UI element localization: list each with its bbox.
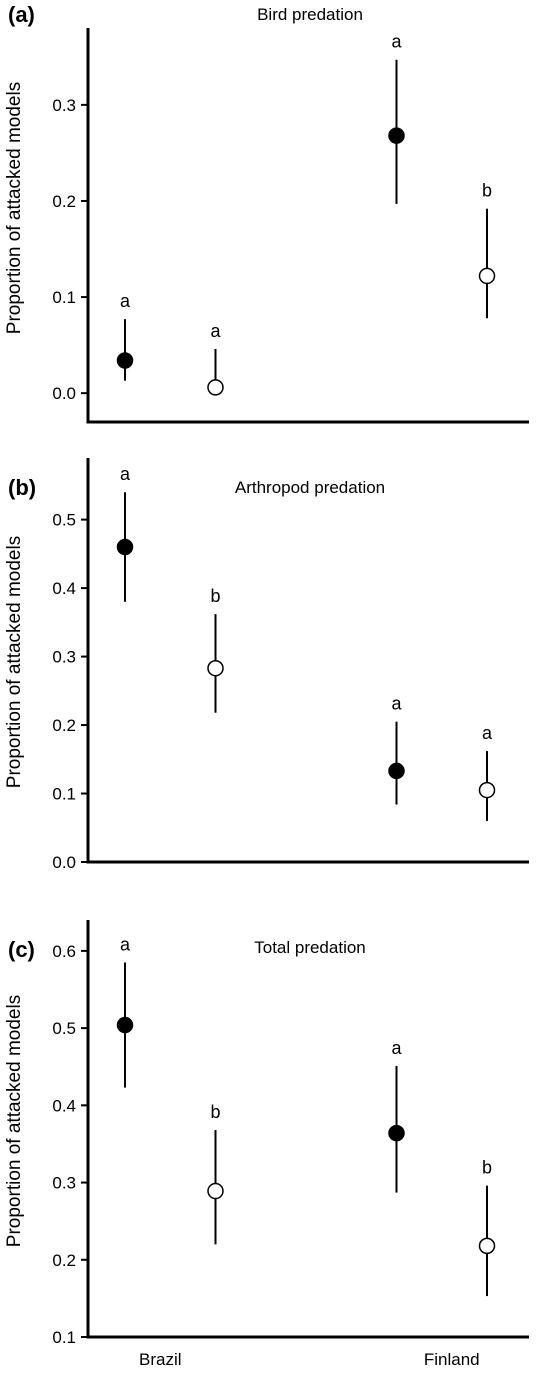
y-tick-label: 0.1 [52,785,76,804]
significance-label: b [210,586,220,606]
data-point-filled [388,762,405,780]
significance-label: a [120,934,131,954]
data-point-filled [388,1124,405,1142]
significance-label: a [120,291,131,311]
y-tick-label: 0.5 [52,511,76,530]
y-tick-label: 0.5 [52,1019,76,1038]
data-point-filled [116,352,134,369]
data-point-filled [388,127,405,144]
panel-title: Arthropod predation [235,478,385,497]
y-tick-label: 0.2 [52,192,76,211]
significance-label: a [210,321,221,341]
panel-title: Bird predation [257,5,363,24]
y-tick-label: 0.1 [52,288,76,307]
y-tick-label: 0.4 [52,579,76,598]
y-axis-label: Proportion of attacked models [4,995,25,1247]
y-tick-label: 0.3 [52,648,76,667]
y-tick-label: 0.4 [52,1096,76,1115]
y-tick-label: 0.3 [52,96,76,115]
panel-letter: (c) [8,937,35,962]
y-tick-label: 0.0 [52,384,76,403]
y-tick-label: 0.1 [52,1328,76,1347]
data-point-filled [116,1016,134,1034]
significance-label: b [482,181,492,201]
significance-label: a [391,32,402,52]
x-category-label: Finland [424,1350,480,1369]
panel-letter: (b) [8,475,36,500]
significance-label: a [482,723,493,743]
significance-label: b [482,1158,492,1178]
y-tick-label: 0.0 [52,853,76,872]
data-point-open [207,379,224,396]
y-tick-label: 0.2 [52,1251,76,1270]
panel-letter: (a) [8,2,35,27]
significance-label: a [391,1038,402,1058]
significance-label: a [120,464,131,484]
data-point-open [207,659,224,677]
data-point-open [478,267,496,285]
significance-label: b [210,1102,220,1122]
data-point-open [478,781,496,799]
panel-title: Total predation [254,938,366,957]
y-tick-label: 0.6 [52,942,76,961]
data-point-filled [116,538,134,556]
y-axis-label: Proportion of attacked models [4,536,25,788]
x-category-label: Brazil [139,1350,182,1369]
y-axis-label: Proportion of attacked models [4,82,25,334]
significance-label: a [391,694,402,714]
data-point-open [478,1237,496,1255]
y-tick-label: 0.2 [52,716,76,735]
data-point-open [207,1182,224,1200]
y-tick-label: 0.3 [52,1174,76,1193]
